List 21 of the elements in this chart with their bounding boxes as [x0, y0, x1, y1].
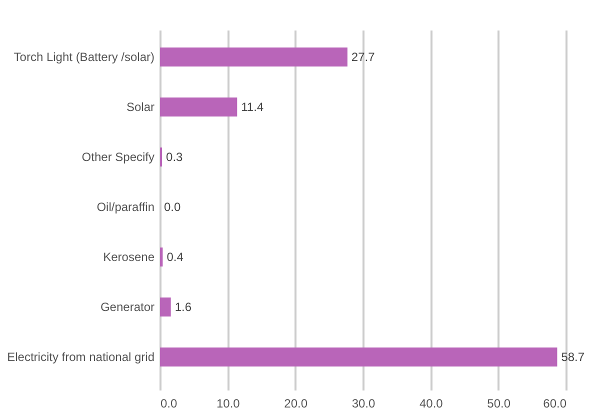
x-tick-label: 30.0 — [352, 396, 376, 410]
y-tick-label: Torch Light (Battery /solar) — [14, 50, 155, 64]
y-tick-label: Solar — [126, 100, 154, 114]
x-tick-label: 0.0 — [160, 396, 178, 410]
x-tick-label: 40.0 — [419, 396, 444, 410]
data-label: 1.6 — [174, 300, 192, 314]
y-tick-label: Generator — [100, 300, 154, 314]
data-label: 11.4 — [241, 100, 264, 114]
y-tick-label: Kerosene — [103, 250, 155, 264]
data-label: 0.3 — [166, 150, 184, 164]
data-label: 0.0 — [164, 200, 182, 214]
y-tick-label: Oil/paraffin — [96, 200, 154, 214]
y-tick-label: Other Specify — [82, 150, 154, 164]
x-tick-label: 50.0 — [487, 396, 511, 410]
x-tick-label: 60.0 — [543, 396, 567, 410]
data-label: 0.4 — [166, 250, 184, 264]
x-tick-label: 20.0 — [284, 396, 308, 410]
y-tick-label: Electricity from national grid — [7, 350, 154, 364]
data-label: 27.7 — [351, 50, 376, 64]
data-label: 58.7 — [561, 350, 585, 364]
x-tick-label: 10.0 — [216, 396, 240, 410]
